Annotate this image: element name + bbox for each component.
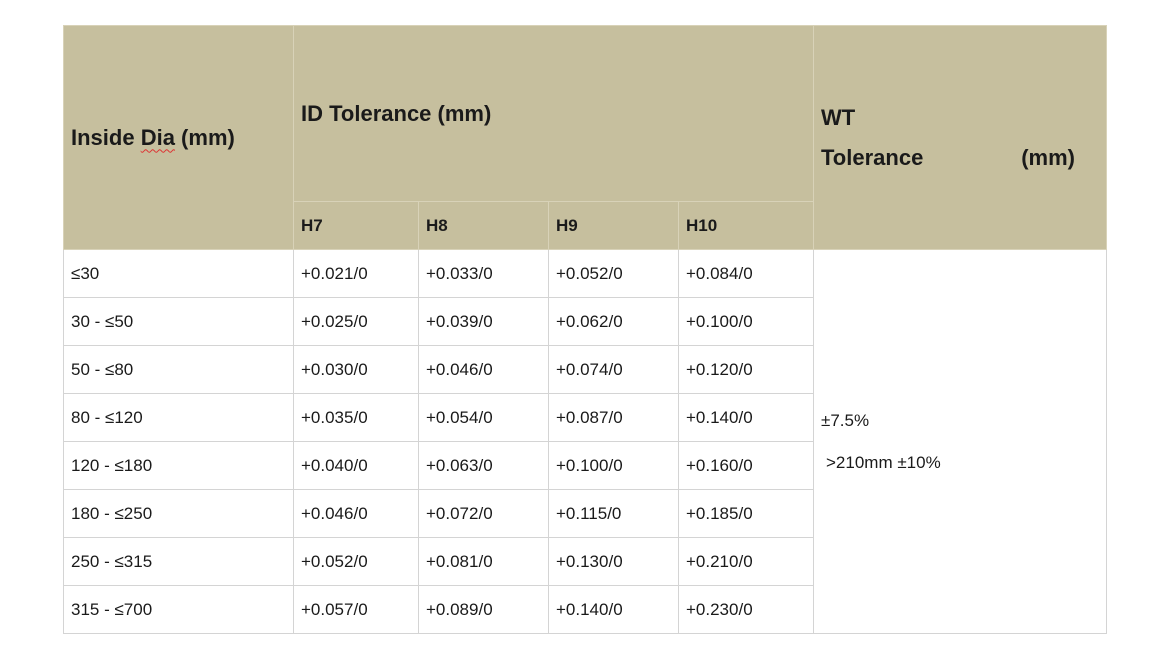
header-id-tolerance: ID Tolerance (mm) <box>293 25 814 202</box>
range-cell: ≤30 <box>63 249 294 298</box>
h8-cell: +0.089/0 <box>418 585 549 634</box>
range-cell: 50 - ≤80 <box>63 345 294 394</box>
header-wt-unit: (mm) <box>1021 144 1075 170</box>
h8-cell: +0.063/0 <box>418 441 549 490</box>
header-inside-dia-word: Dia <box>140 124 175 150</box>
h8-cell: +0.033/0 <box>418 249 549 298</box>
h7-cell: +0.025/0 <box>293 297 419 346</box>
header-grade-h10: H10 <box>678 201 814 250</box>
wt-tolerance-values: ±7.5% >210mm ±10% <box>813 249 1107 634</box>
h7-cell: +0.046/0 <box>293 489 419 538</box>
h10-cell: +0.160/0 <box>678 441 814 490</box>
header-inside-dia-pre: Inside <box>71 124 141 150</box>
range-cell: 180 - ≤250 <box>63 489 294 538</box>
h7-cell: +0.057/0 <box>293 585 419 634</box>
header-grade-h7: H7 <box>293 201 419 250</box>
header-inside-dia: Inside Dia (mm) <box>63 25 294 250</box>
h7-cell: +0.035/0 <box>293 393 419 442</box>
h8-cell: +0.039/0 <box>418 297 549 346</box>
range-cell: 250 - ≤315 <box>63 537 294 586</box>
table-row: 50 - ≤80 +0.030/0 +0.046/0 +0.074/0 +0.1… <box>63 345 1107 394</box>
h8-cell: +0.072/0 <box>418 489 549 538</box>
h10-cell: +0.100/0 <box>678 297 814 346</box>
h9-cell: +0.140/0 <box>548 585 679 634</box>
table-row: ≤30 +0.021/0 +0.033/0 +0.052/0 +0.084/0 … <box>63 249 1107 634</box>
header-inside-dia-post: (mm) <box>174 124 235 150</box>
h10-cell: +0.120/0 <box>678 345 814 394</box>
table-row: 315 - ≤700 +0.057/0 +0.089/0 +0.140/0 +0… <box>63 585 1107 634</box>
h9-cell: +0.100/0 <box>548 441 679 490</box>
wt-large: >210mm ±10% <box>826 452 941 472</box>
h9-cell: +0.052/0 <box>548 249 679 298</box>
h7-cell: +0.021/0 <box>293 249 419 298</box>
h10-cell: +0.084/0 <box>678 249 814 298</box>
range-cell: 315 - ≤700 <box>63 585 294 634</box>
table-row: 180 - ≤250 +0.046/0 +0.072/0 +0.115/0 +0… <box>63 489 1107 538</box>
tolerance-table: Inside Dia (mm) ID Tolerance (mm) WT Tol… <box>63 25 1107 634</box>
header-grade-h8: H8 <box>418 201 549 250</box>
h10-cell: +0.185/0 <box>678 489 814 538</box>
h9-cell: +0.074/0 <box>548 345 679 394</box>
h8-cell: +0.046/0 <box>418 345 549 394</box>
h7-cell: +0.052/0 <box>293 537 419 586</box>
h10-cell: +0.140/0 <box>678 393 814 442</box>
table-row: 80 - ≤120 +0.035/0 +0.054/0 +0.087/0 +0.… <box>63 393 1107 442</box>
h8-cell: +0.081/0 <box>418 537 549 586</box>
header-wt-tolerance: WT Tolerance (mm) <box>813 25 1107 250</box>
h9-cell: +0.130/0 <box>548 537 679 586</box>
range-cell: 30 - ≤50 <box>63 297 294 346</box>
h10-cell: +0.210/0 <box>678 537 814 586</box>
range-cell: 120 - ≤180 <box>63 441 294 490</box>
h9-cell: +0.087/0 <box>548 393 679 442</box>
wt-standard: ±7.5% <box>821 410 870 430</box>
header-wt-line1: WT <box>821 104 856 130</box>
h8-cell: +0.054/0 <box>418 393 549 442</box>
h9-cell: +0.062/0 <box>548 297 679 346</box>
table-row: 120 - ≤180 +0.040/0 +0.063/0 +0.100/0 +0… <box>63 441 1107 490</box>
table-row: 250 - ≤315 +0.052/0 +0.081/0 +0.130/0 +0… <box>63 537 1107 586</box>
h10-cell: +0.230/0 <box>678 585 814 634</box>
h9-cell: +0.115/0 <box>548 489 679 538</box>
header-wt-tolerance-word: Tolerance <box>821 144 924 170</box>
h7-cell: +0.030/0 <box>293 345 419 394</box>
range-cell: 80 - ≤120 <box>63 393 294 442</box>
h7-cell: +0.040/0 <box>293 441 419 490</box>
header-grade-h9: H9 <box>548 201 679 250</box>
table-row: 30 - ≤50 +0.025/0 +0.039/0 +0.062/0 +0.1… <box>63 297 1107 346</box>
